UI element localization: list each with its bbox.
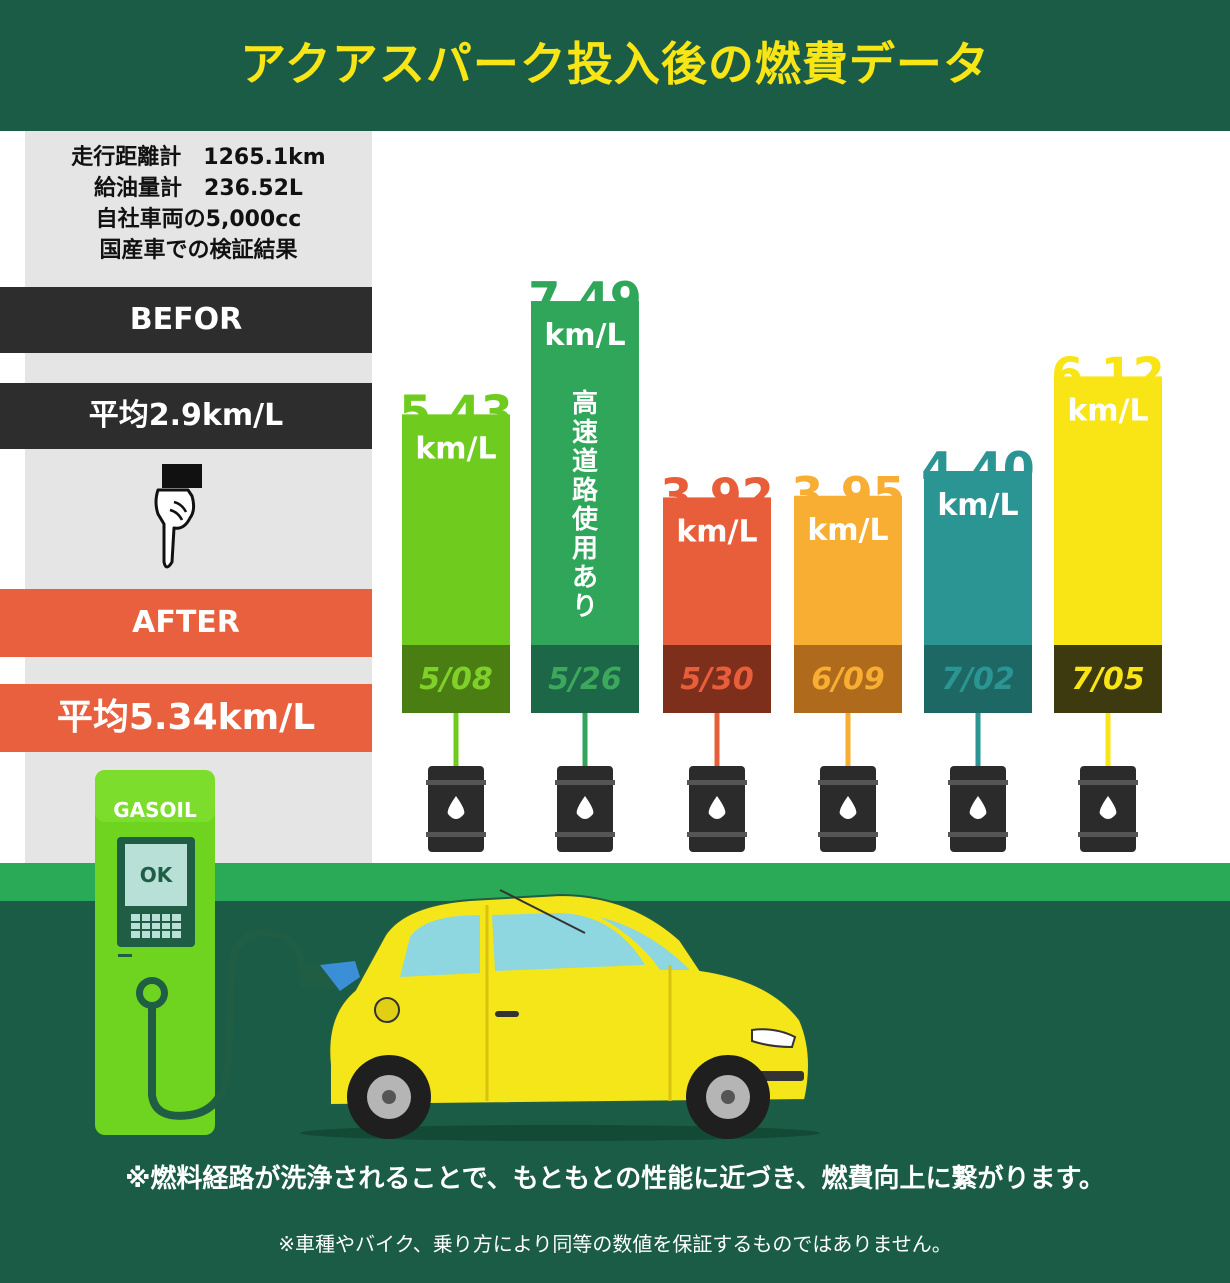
oil-drop-icon xyxy=(969,796,987,819)
after-average: 平均5.34km/L xyxy=(0,684,372,752)
highway-note-char: 用 xyxy=(572,534,598,564)
unit-label: km/L xyxy=(415,431,496,466)
highway-note-char: 路 xyxy=(572,475,599,506)
oil-drum-ring xyxy=(426,832,486,837)
before-average: 平均2.9km/L xyxy=(0,383,372,449)
info-line-result: 国産車での検証結果 xyxy=(99,238,298,263)
oil-drum-ring xyxy=(687,780,747,785)
date-label: 5/08 xyxy=(419,662,493,697)
highway-note-char: り xyxy=(572,592,598,622)
oil-drum-ring xyxy=(687,832,747,837)
highway-note-char: 使 xyxy=(571,505,599,535)
oil-drop-icon xyxy=(839,796,857,819)
oil-drum-ring xyxy=(555,780,615,785)
date-band xyxy=(663,645,771,713)
highway-note-char: 高 xyxy=(572,388,598,419)
value-label: 6.12 xyxy=(1051,347,1165,401)
info-line-fuel: 給油量計 236.52L xyxy=(94,176,303,201)
unit-label: km/L xyxy=(676,514,757,549)
scene-illustration: GASOIL OK xyxy=(95,770,820,1141)
date-label: 5/26 xyxy=(548,662,622,697)
date-label: 7/05 xyxy=(1071,662,1145,697)
date-band xyxy=(794,645,902,713)
oil-drum-ring xyxy=(426,780,486,785)
header-banner: アクアスパーク投入後の燃費データ xyxy=(0,0,1230,131)
info-block: 走行距離計 1265.1km 給油量計 236.52L 自社車両の5,000cc… xyxy=(25,142,372,266)
bar xyxy=(531,301,639,713)
info-line-distance: 走行距離計 1265.1km xyxy=(71,145,326,170)
pump-screen-text: OK xyxy=(140,863,174,887)
after-label: AFTER xyxy=(0,589,372,657)
pump-label: GASOIL xyxy=(113,798,197,822)
info-line-vehicle: 自社車両の5,000cc xyxy=(95,207,302,232)
oil-drop-icon xyxy=(447,796,465,819)
yellow-car-icon xyxy=(328,889,810,1139)
unit-label: km/L xyxy=(1067,393,1148,428)
highway-note-char: あ xyxy=(572,563,598,593)
unit-label: km/L xyxy=(544,318,625,353)
date-label: 7/02 xyxy=(941,662,1015,697)
date-label: 6/09 xyxy=(811,662,885,697)
oil-drum-ring xyxy=(1078,780,1138,785)
value-label: 7.49 xyxy=(528,272,642,326)
page-title: アクアスパーク投入後の燃費データ xyxy=(240,37,990,91)
oil-drum-ring xyxy=(818,832,878,837)
date-band xyxy=(402,645,510,713)
oil-drum-ring xyxy=(818,780,878,785)
highway-note-char: 道 xyxy=(572,446,598,477)
value-label: 3.92 xyxy=(660,468,774,522)
fuel-economy-chart: 5/085.43km/L5/267.49km/L5/303.92km/L6/09… xyxy=(399,272,1165,852)
oil-drop-icon xyxy=(1099,796,1117,819)
date-band xyxy=(924,645,1032,713)
unit-label: km/L xyxy=(807,513,888,548)
date-label: 5/30 xyxy=(680,662,754,697)
oil-drop-icon xyxy=(708,796,726,819)
date-band xyxy=(531,645,639,713)
value-label: 3.95 xyxy=(791,467,905,521)
date-band xyxy=(1054,645,1162,713)
oil-drop-icon xyxy=(576,796,594,819)
value-label: 4.40 xyxy=(921,442,1035,496)
value-label: 5.43 xyxy=(399,385,513,439)
footnote-main: ※燃料経路が洗浄されることで、もともとの性能に近づき、燃費向上に繋がります。 xyxy=(125,1164,1105,1194)
before-label: BEFOR xyxy=(0,287,372,353)
highway-note-char: 速 xyxy=(572,418,598,448)
pointing-hand-icon xyxy=(154,464,202,569)
oil-drum-ring xyxy=(555,832,615,837)
oil-drum-ring xyxy=(948,832,1008,837)
footnote-sub: ※車種やバイク、乗り方により同等の数値を保証するものではありません。 xyxy=(278,1232,952,1256)
unit-label: km/L xyxy=(937,488,1018,523)
fuel-pump-icon: GASOIL OK xyxy=(95,770,360,1135)
oil-drum-ring xyxy=(948,780,1008,785)
oil-drum-ring xyxy=(1078,832,1138,837)
